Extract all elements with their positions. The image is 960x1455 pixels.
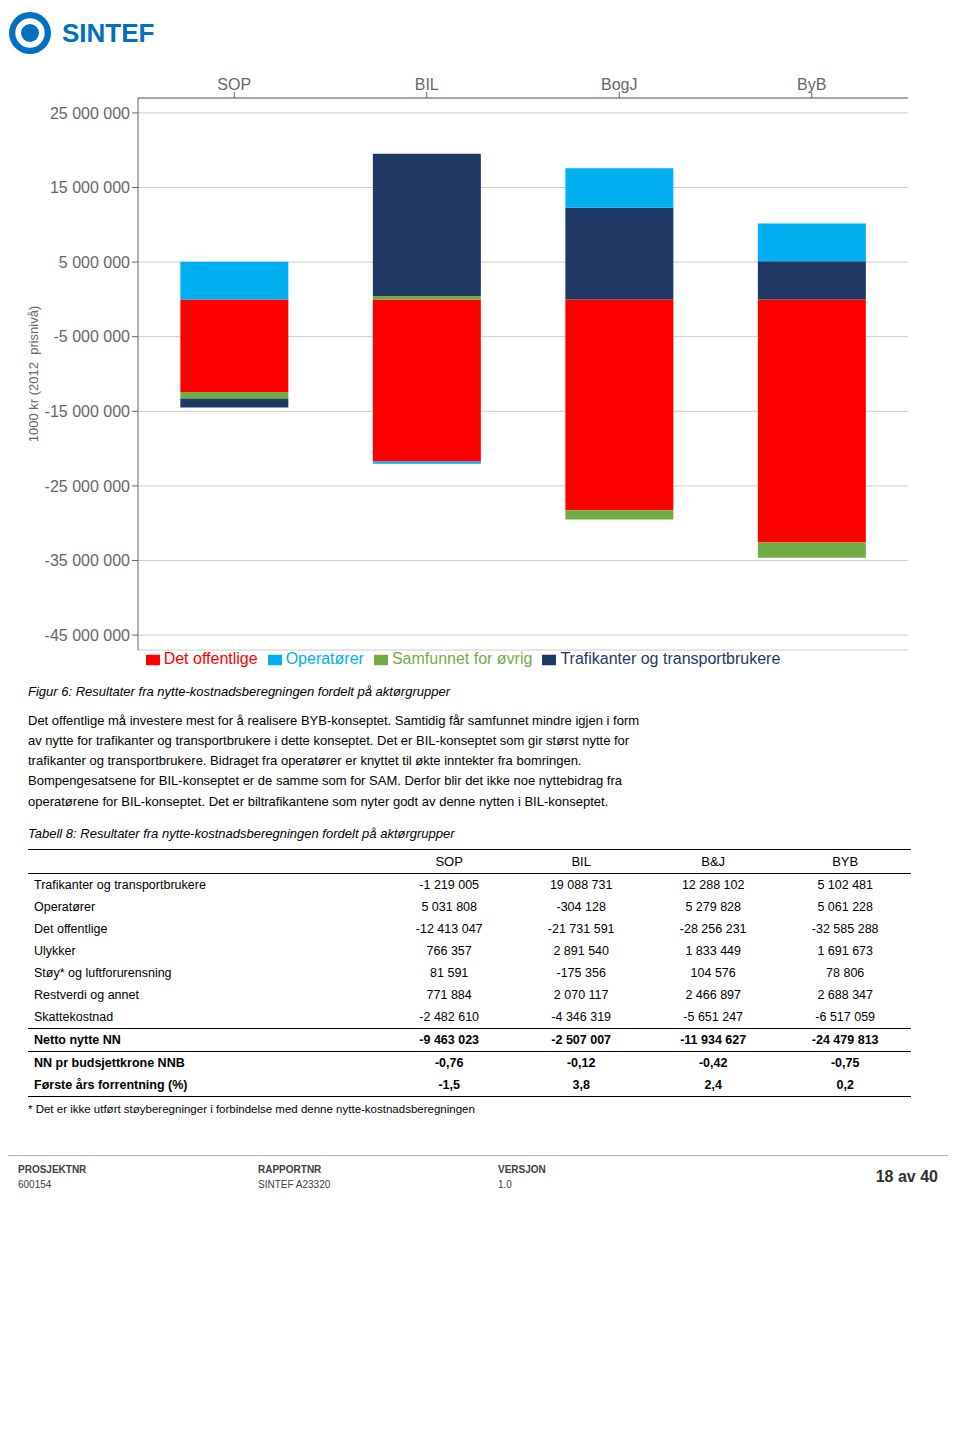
html-text:Netto nytte NN: Netto nytte NN	[34, 1032, 121, 1047]
html-text:2 688 347: 2 688 347	[817, 987, 873, 1002]
svg-text:-25 000 000: -25 000 000	[45, 478, 131, 495]
html-text:19 088 731: 19 088 731	[549, 877, 613, 892]
html-text:1.0: 1.0	[498, 1178, 512, 1190]
html-text:12 288 102: 12 288 102	[681, 877, 745, 892]
html-text:-4 346 319: -4 346 319	[551, 1009, 612, 1024]
html-text:-1,5: -1,5	[438, 1077, 460, 1092]
html-text:Bompengesatsene for BIL-konsep: Bompengesatsene for BIL-konseptet er de …	[28, 773, 622, 789]
html-text:2,4: 2,4	[704, 1077, 722, 1092]
html-text:Trafikanter og transportbruker: Trafikanter og transportbrukere	[34, 877, 206, 892]
html-text:-304 128: -304 128	[556, 899, 606, 914]
html-text:Restverdi og annet: Restverdi og annet	[34, 987, 139, 1002]
html-text:Figur 6: Resultater fra nytte-: Figur 6: Resultater fra nytte-kostnadsbe…	[28, 684, 450, 699]
html-text:VERSJON: VERSJON	[498, 1163, 546, 1175]
html-text:1 833 449: 1 833 449	[685, 943, 741, 958]
html-text:RAPPORTNR: RAPPORTNR	[258, 1163, 322, 1175]
html-text:Samfunnet for øvrig: Samfunnet for øvrig	[391, 650, 533, 667]
html-text:Trafikanter og transportbruker: Trafikanter og transportbrukere	[560, 650, 781, 667]
html-text:-28 256 231: -28 256 231	[679, 921, 747, 936]
html-text:-12 413 047: -12 413 047	[415, 921, 483, 936]
html-text:5 031 808: 5 031 808	[421, 899, 477, 914]
html-text:NN pr budsjettkrone NNB: NN pr budsjettkrone NNB	[34, 1055, 185, 1070]
html-text:78 806: 78 806	[826, 965, 865, 980]
html-text:SOP: SOP	[435, 853, 463, 869]
html-text:-5 651 247: -5 651 247	[683, 1009, 744, 1024]
html-text:771 884: 771 884	[426, 987, 472, 1002]
html-text:-6 517 059: -6 517 059	[815, 1009, 876, 1024]
html-text:104 576: 104 576	[690, 965, 736, 980]
html-text:Skattekostnad: Skattekostnad	[34, 1009, 114, 1024]
html-text:-32 585 288: -32 585 288	[811, 921, 879, 936]
html-text:operatørene for BIL-konseptet.: operatørene for BIL-konseptet. Det er bi…	[28, 793, 609, 809]
svg-text:1000 kr (2012 prisnivå): 1000 kr (2012 prisnivå)	[26, 306, 41, 443]
html-text:81 591: 81 591	[430, 965, 469, 980]
svg-text:25 000 000: 25 000 000	[50, 105, 130, 122]
html-text:5 061 228: 5 061 228	[817, 899, 873, 914]
html-text:SINTEF A23320: SINTEF A23320	[258, 1178, 331, 1190]
html-text:-1 219 005: -1 219 005	[419, 877, 480, 892]
html-text:BYB: BYB	[832, 853, 859, 869]
html-text:Første års forrentning (%): Første års forrentning (%)	[34, 1077, 188, 1092]
html-text:600154: 600154	[18, 1178, 52, 1190]
html-text:5 102 481: 5 102 481	[817, 877, 873, 892]
html-text:18 av 40: 18 av 40	[875, 1167, 938, 1185]
html-text:Operatører: Operatører	[34, 899, 96, 914]
svg-text:ByB: ByB	[797, 76, 826, 93]
html-text:-0,75: -0,75	[830, 1055, 860, 1070]
html-text:766 357: 766 357	[426, 943, 472, 958]
html-text:0,2: 0,2	[836, 1077, 854, 1092]
html-text:Det offentlige må investere me: Det offentlige må investere mest for å r…	[28, 713, 639, 728]
html-text:trafikanter og transportbruker: trafikanter og transportbrukere. Bidrage…	[28, 753, 582, 769]
html-text:-0,12: -0,12	[566, 1055, 596, 1070]
html-text:-24 479 813: -24 479 813	[811, 1032, 879, 1047]
html-text:Operatører: Operatører	[285, 650, 364, 667]
svg-text:BogJ: BogJ	[601, 76, 637, 93]
html-text:BIL: BIL	[571, 853, 591, 869]
html-text:-11 934 627: -11 934 627	[680, 1032, 747, 1047]
html-text:-21 731 591: -21 731 591	[547, 921, 615, 936]
html-text:Tabell 8: Resultater fra nytte: Tabell 8: Resultater fra nytte-kostnadsb…	[28, 825, 455, 841]
svg-text:-45 000 000: -45 000 000	[45, 627, 131, 644]
html-text:SINTEF: SINTEF	[62, 17, 155, 48]
html-text:Støy* og luftforurensning: Støy* og luftforurensning	[34, 965, 172, 980]
html-text:1 691 673: 1 691 673	[817, 943, 873, 958]
html-text:-0,76: -0,76	[434, 1055, 464, 1070]
html-text:Ulykker: Ulykker	[34, 943, 76, 958]
svg-text:BIL: BIL	[415, 76, 439, 93]
svg-text:15 000 000: 15 000 000	[50, 179, 130, 196]
html-text:2 466 897: 2 466 897	[685, 987, 741, 1002]
html-text:av nytte for trafikanter og tr: av nytte for trafikanter og transportbru…	[28, 733, 630, 749]
html-text:5 279 828: 5 279 828	[685, 899, 741, 914]
html-text:PROSJEKTNR: PROSJEKTNR	[18, 1163, 87, 1175]
html-text:Det offentlige: Det offentlige	[34, 921, 108, 936]
html-text:-9 463 023: -9 463 023	[419, 1032, 480, 1047]
svg-text:5 000 000: 5 000 000	[59, 254, 130, 271]
html-text:3,8: 3,8	[572, 1077, 590, 1092]
html-text:-2 482 610: -2 482 610	[419, 1009, 480, 1024]
html-text:-175 356: -175 356	[556, 965, 606, 980]
svg-text:-35 000 000: -35 000 000	[45, 552, 131, 569]
html-text:2 891 540: 2 891 540	[553, 943, 609, 958]
html-text:* Det er ikke utført støybereg: * Det er ikke utført støyberegninger i f…	[28, 1102, 475, 1115]
html-text:2 070 117: 2 070 117	[553, 987, 609, 1002]
html-text:-0,42: -0,42	[698, 1055, 728, 1070]
html-text:B&J: B&J	[701, 853, 726, 869]
html-text:-2 507 007: -2 507 007	[551, 1032, 612, 1047]
svg-text:SOP: SOP	[217, 76, 251, 93]
svg-text:-5 000 000: -5 000 000	[53, 328, 130, 345]
html-text:Det offentlige: Det offentlige	[163, 650, 258, 667]
svg-text:-15 000 000: -15 000 000	[45, 403, 131, 420]
